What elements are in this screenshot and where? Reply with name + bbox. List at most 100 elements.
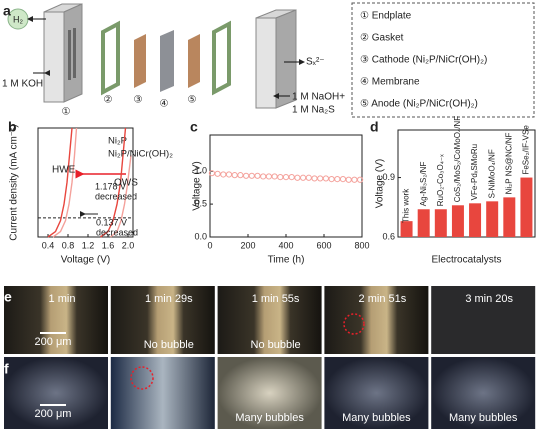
caption: Many bubbles [342,412,411,424]
time-label: 3 min 20s [465,293,513,305]
plot-frame [37,127,134,238]
legend-entry: ② Gasket [360,33,404,44]
legend-entry: ④ Membrane [360,77,420,88]
x-tick-label: 1.2 [82,240,95,250]
gasket [212,20,231,96]
x-axis-label: Electrocatalysts [431,255,501,266]
category-label: This work [402,188,411,223]
part-number: ③ [134,95,143,106]
annotation: OWS [114,178,138,189]
annotation: 1.178 V [95,181,126,191]
gas-label: H₂ [13,14,23,24]
category-label: Ag-Ni₃S₂/NF [419,162,428,207]
data-point [351,176,358,183]
legend-box [351,2,535,118]
data-point [225,171,233,178]
anode [188,34,200,88]
x-tick-label: 400 [278,240,293,250]
data-point [208,170,215,177]
panel-label: f [4,361,9,377]
micrograph [324,286,429,354]
part-number: ④ [160,99,169,110]
data-point [231,172,238,179]
endplate [275,9,297,109]
data-point [214,170,221,177]
bar [434,209,447,237]
micrograph [431,286,536,354]
time-label: 1 min [49,293,76,305]
data-point [328,175,335,183]
annotation: HWE [52,165,76,176]
highlight-circle [130,366,154,390]
x-tick-label: 600 [316,240,331,250]
category-label: FeSe₂/IF-VSe [522,125,531,175]
cathode [134,34,146,88]
bar [503,197,516,237]
data-point [237,172,244,179]
outlet-label: Sₓ²⁻ [306,57,325,68]
caption: No bubble [251,339,301,351]
bar [486,201,499,237]
inlet-label: 1 M KOH [2,79,43,90]
data-point [311,175,318,182]
bar [451,205,464,237]
legend-entry: Ni₂P/NiCr(OH)₂ [108,149,173,160]
category-label: Ni₂P NS@NC/NF [504,133,513,195]
category-label: RuO₂-Co₃O₄₋ₓ [436,154,445,206]
data-point [294,174,301,181]
photo-strips: 1 min 1 min 29s 1 min 55s 2 min 51s 3 min 20… [4,286,536,429]
micrograph [217,286,322,354]
data-point [300,174,307,181]
data-point [317,175,324,182]
endplate [255,17,277,109]
category-label: VFe-PdₓSMoRu [470,144,479,200]
y-tick-label: 0.0 [194,231,207,241]
part-number: ② [104,95,113,106]
x-tick-label: 2.0 [122,240,135,250]
y-tick-label: 0.5 [194,198,207,208]
highlight-circle [343,313,365,335]
legend-entry: Ni₂P [108,136,127,147]
x-axis-label: Voltage (V) [61,255,110,266]
flow-field [73,28,76,78]
part-number: ⑤ [188,95,197,106]
y-tick-label: 0.6 [382,231,395,241]
x-axis-label: Time (h) [268,255,305,266]
data-point [282,174,290,181]
y-axis-label: Voltage (V) [375,159,386,208]
micrograph [110,286,215,354]
caption: Many bubbles [449,412,518,424]
electrolyte-label: 1 M Na₂S [292,105,335,116]
legend-entry: ③ Cathode (Ni₂P/NiCr(OH)₂) [360,55,487,66]
caption: Many bubbles [235,412,304,424]
micrograph [4,357,108,429]
data-point [265,173,272,180]
x-tick-label: 800 [354,240,369,250]
flow-field [68,30,71,80]
scale-label: 200 μm [35,408,72,420]
endplate [43,11,65,103]
data-point [220,171,227,178]
data-point [339,175,347,183]
annotation: decreased [95,191,137,201]
data-point [334,175,341,183]
cell-diagram [7,2,535,118]
gasket [101,20,120,96]
micrograph [324,357,429,429]
time-label: 1 min 55s [252,293,300,305]
data-point [243,172,250,179]
category-label: CoS₂/MoS₂/CoMoO₄/NF [453,116,462,202]
time-label: 2 min 51s [359,293,407,305]
annotation: decreased [96,227,138,237]
y-tick-label: 0.9 [382,172,395,182]
micrograph [431,357,536,429]
bar [520,177,533,237]
plot-frame [209,134,363,238]
bar [417,209,430,237]
data-point [277,174,284,181]
electrolyte-label: 1 M NaOH+ [292,92,345,103]
data-point [248,172,255,179]
data-point [357,176,364,183]
panel-a-text: a H₂ 1 M KOH Sₓ²⁻ 1 M NaOH+ 1 M Na₂S ① ②… [2,3,487,118]
panel-label: b [8,119,17,135]
